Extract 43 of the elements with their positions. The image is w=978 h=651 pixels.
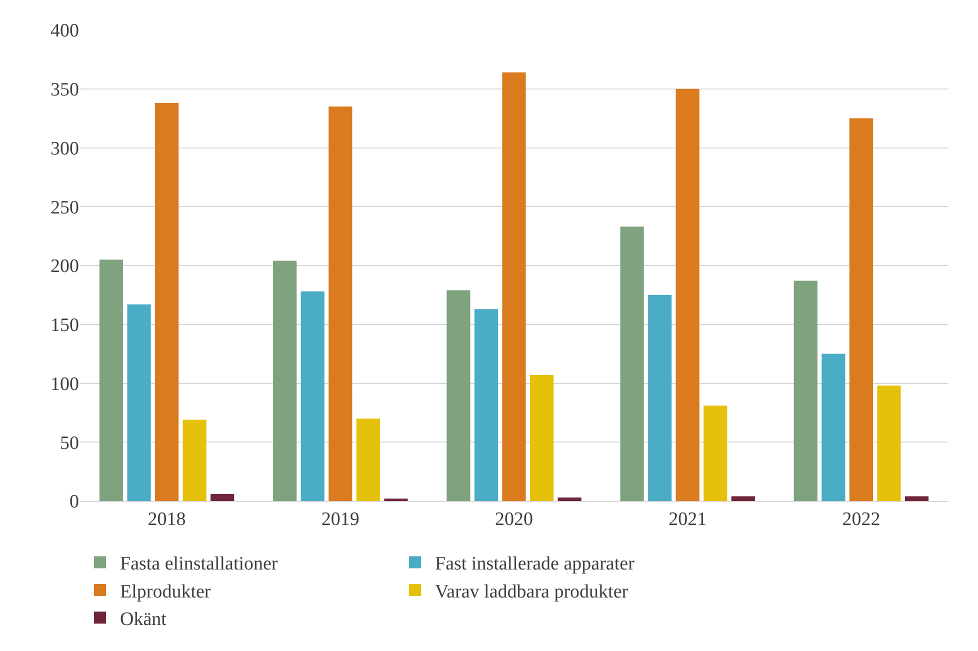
- legend-label: Okänt: [120, 609, 168, 630]
- bar: [273, 260, 297, 501]
- bar: [530, 375, 554, 501]
- x-tick-label: 2021: [668, 508, 707, 530]
- y-tick-label: 0: [70, 492, 79, 513]
- bar: [99, 260, 124, 501]
- bar: [648, 294, 672, 501]
- bar: [676, 88, 700, 501]
- bar: [731, 496, 755, 501]
- bar: [704, 406, 728, 501]
- x-tick-label: 2020: [495, 508, 533, 530]
- legend-label: Fasta elinstallationer: [120, 554, 278, 575]
- y-tick-label: 100: [50, 374, 79, 395]
- y-tick-label: 150: [50, 315, 79, 336]
- bar: [558, 497, 582, 501]
- y-tick-label: 50: [60, 432, 79, 454]
- y-tick-label: 350: [50, 80, 79, 101]
- bar: [474, 309, 498, 501]
- bar: [210, 494, 234, 501]
- legend-label: Fast installerade apparater: [435, 554, 636, 575]
- y-tick-label: 250: [50, 197, 79, 218]
- x-tick-label: 2022: [842, 508, 880, 530]
- bar: [620, 226, 644, 501]
- bar: [155, 103, 179, 501]
- bar: [822, 354, 846, 501]
- legend-label: Elprodukter: [120, 581, 212, 602]
- bar: [127, 304, 151, 501]
- y-tick-label: 400: [50, 20, 79, 42]
- bar: [877, 386, 901, 501]
- bar: [328, 106, 352, 501]
- bar: [446, 290, 470, 501]
- bar: [300, 291, 324, 501]
- y-tick-label: 300: [50, 138, 79, 160]
- x-tick-label: 2018: [148, 508, 186, 530]
- y-tick-label: 200: [50, 256, 79, 278]
- bar: [502, 72, 526, 501]
- bar: [849, 118, 873, 501]
- bar: [794, 280, 818, 501]
- bar: [182, 420, 206, 501]
- bar: [356, 418, 380, 501]
- x-tick-label: 2019: [321, 508, 360, 530]
- bar: [904, 496, 929, 501]
- legend-label: Varav laddbara produkter: [435, 581, 629, 602]
